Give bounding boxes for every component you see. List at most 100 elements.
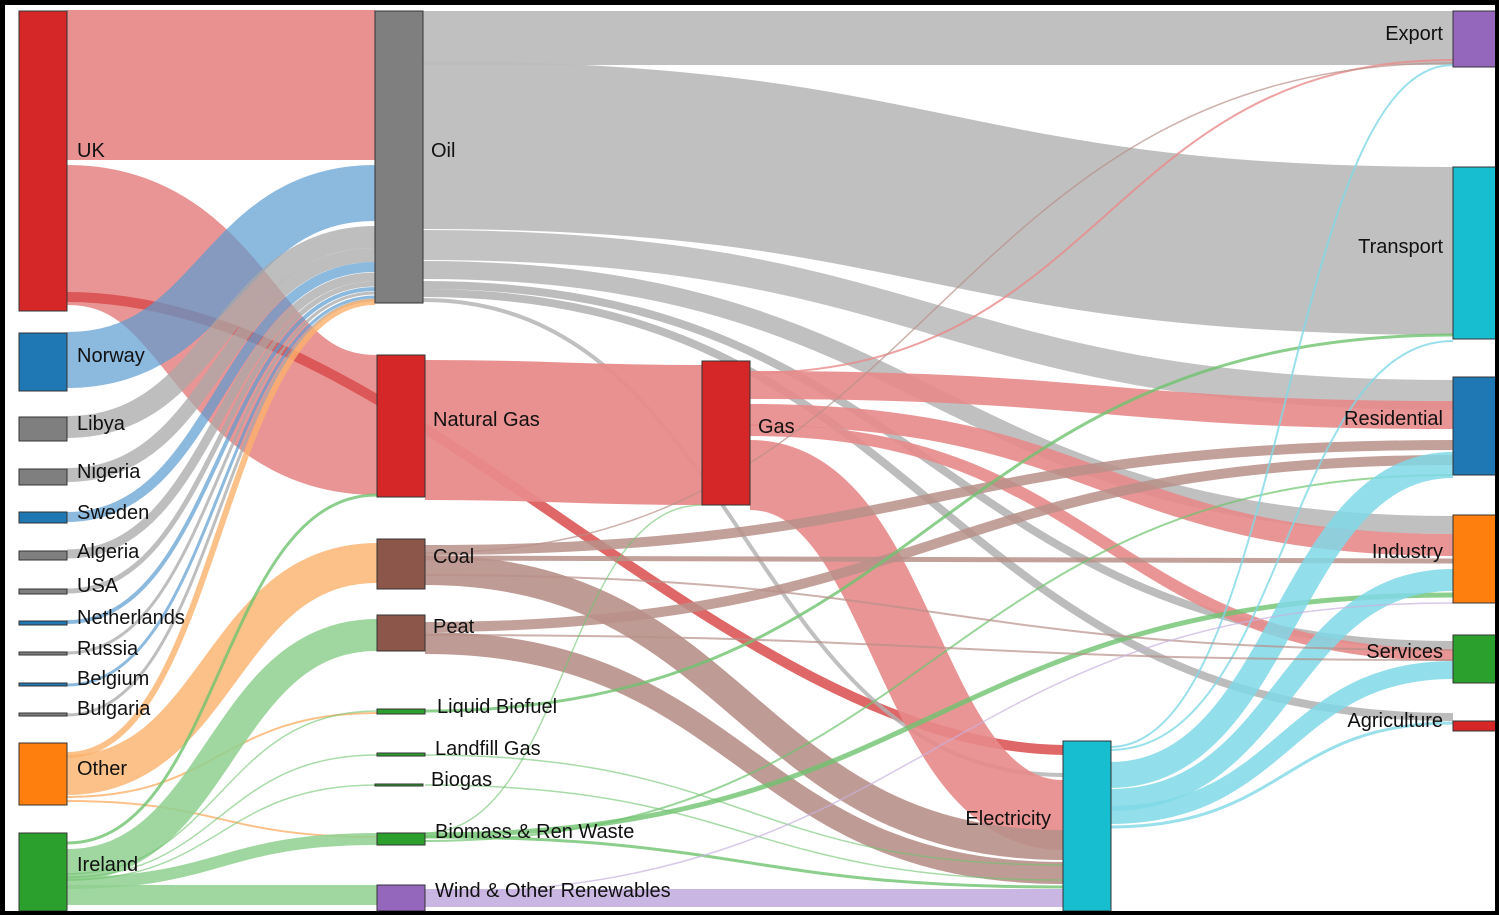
flow-links (63, 10, 1454, 908)
link-gas-residential (749, 371, 1454, 429)
node-label-bulgaria: Bulgaria (77, 698, 151, 720)
link-other-oil (66, 299, 376, 758)
node-natgas (376, 354, 426, 498)
node-label-services: Services (1366, 641, 1443, 663)
node-coal (376, 538, 426, 590)
node-label-industry: Industry (1372, 541, 1443, 563)
link-nigeria-oil (66, 248, 376, 482)
node-biogas (374, 783, 424, 787)
node-label-landfill: Landfill Gas (435, 738, 541, 760)
node-algeria (18, 550, 68, 561)
node-label-coal: Coal (433, 546, 474, 568)
node-label-elec: Electricity (965, 808, 1051, 830)
node-label-natgas: Natural Gas (433, 409, 540, 431)
node-belgium (18, 682, 68, 687)
link-biomass-industry (424, 592, 1454, 838)
link-norway-oil (66, 165, 376, 388)
node-label-belgium: Belgium (77, 668, 149, 690)
node-label-oil: Oil (431, 140, 455, 162)
node-oil (374, 10, 424, 304)
link-ireland-liqbio (66, 710, 378, 875)
node-label-ireland: Ireland (77, 854, 138, 876)
node-label-usa: USA (77, 575, 119, 597)
nodes (18, 10, 1495, 911)
node-netherlands (18, 620, 68, 626)
node-export (1452, 10, 1495, 68)
link-gas-elec (747, 440, 1066, 850)
link-ireland-landfill (66, 754, 378, 878)
node-wind (376, 884, 426, 911)
node-residential (1452, 376, 1495, 476)
link-coal-residential (424, 440, 1454, 555)
node-gas (701, 360, 751, 506)
node-sweden (18, 511, 68, 524)
link-usa-oil (66, 281, 376, 594)
link-ireland-natgas (66, 493, 378, 845)
node-usa (18, 588, 68, 595)
link-coal-services (424, 574, 1454, 651)
link-peat-residential (424, 455, 1454, 632)
node-agriculture (1452, 720, 1495, 732)
link-liqbio-transport (424, 333, 1454, 713)
node-label-russia: Russia (77, 638, 139, 660)
node-nigeria (18, 468, 68, 486)
node-label-netherlands: Netherlands (77, 607, 185, 629)
node-label-gas: Gas (758, 416, 795, 438)
node-services (1452, 634, 1495, 684)
node-label-algeria: Algeria (77, 541, 140, 563)
node-label-peat: Peat (433, 616, 475, 638)
link-coal-elec (424, 555, 1064, 860)
node-label-wind: Wind & Other Renewables (435, 880, 671, 902)
node-transport (1452, 166, 1495, 340)
link-gas-export (749, 59, 1454, 374)
link-oil-residential (422, 230, 1454, 410)
link-belgium-oil (66, 295, 376, 687)
node-bulgaria (18, 712, 68, 717)
link-ireland-biogas (66, 784, 378, 881)
link-libya-oil (66, 226, 376, 438)
link-ireland-peat (66, 619, 378, 881)
node-industry (1452, 514, 1495, 604)
link-elec-transport (1109, 340, 1454, 751)
node-label-agriculture: Agriculture (1347, 710, 1443, 732)
link-coal-export (424, 62, 1454, 554)
node-peat (376, 614, 426, 652)
node-other (18, 742, 68, 806)
node-label-transport: Transport (1358, 236, 1443, 258)
node-liqbio (376, 708, 426, 715)
node-label-other: Other (77, 758, 127, 780)
link-natgas-gas (424, 360, 703, 505)
node-norway (18, 332, 68, 392)
node-biomass (376, 832, 426, 846)
link-coal-industry (424, 555, 1454, 564)
node-label-norway: Norway (77, 345, 145, 367)
node-label-libya: Libya (77, 413, 126, 435)
link-elec-export (1109, 64, 1454, 748)
link-peat-services (424, 634, 1454, 661)
link-algeria-oil (66, 272, 376, 559)
node-libya (18, 416, 68, 442)
link-biogas-elec (424, 784, 1064, 881)
node-landfill (376, 752, 426, 757)
node-elec (1062, 740, 1112, 911)
link-biomass-residential (424, 474, 1454, 842)
sankey-svg: UK Norway Libya Nigeria Sweden Algeria USA Neth… (18, 10, 1495, 911)
link-elec-agriculture (1109, 721, 1454, 829)
node-russia (18, 651, 68, 656)
link-biomass-elec (424, 835, 1064, 889)
node-labels: UK Norway Libya Nigeria Sweden Algeria USA Neth… (77, 23, 1443, 902)
link-russia-oil (66, 291, 376, 655)
link-elec-services (1109, 661, 1454, 824)
node-label-residential: Residential (1344, 408, 1443, 430)
node-label-liqbio: Liquid Biofuel (437, 696, 557, 718)
link-netherlands-oil (66, 287, 376, 624)
link-elec-residential (1109, 452, 1454, 788)
node-label-sweden: Sweden (77, 502, 149, 524)
link-biomass-gas (424, 504, 703, 834)
link-landfill-elec (424, 754, 1064, 866)
node-label-biomass: Biomass & Ren Waste (435, 821, 634, 843)
node-label-export: Export (1385, 23, 1443, 45)
link-oil-transport (422, 61, 1454, 335)
node-label-uk: UK (77, 140, 105, 162)
